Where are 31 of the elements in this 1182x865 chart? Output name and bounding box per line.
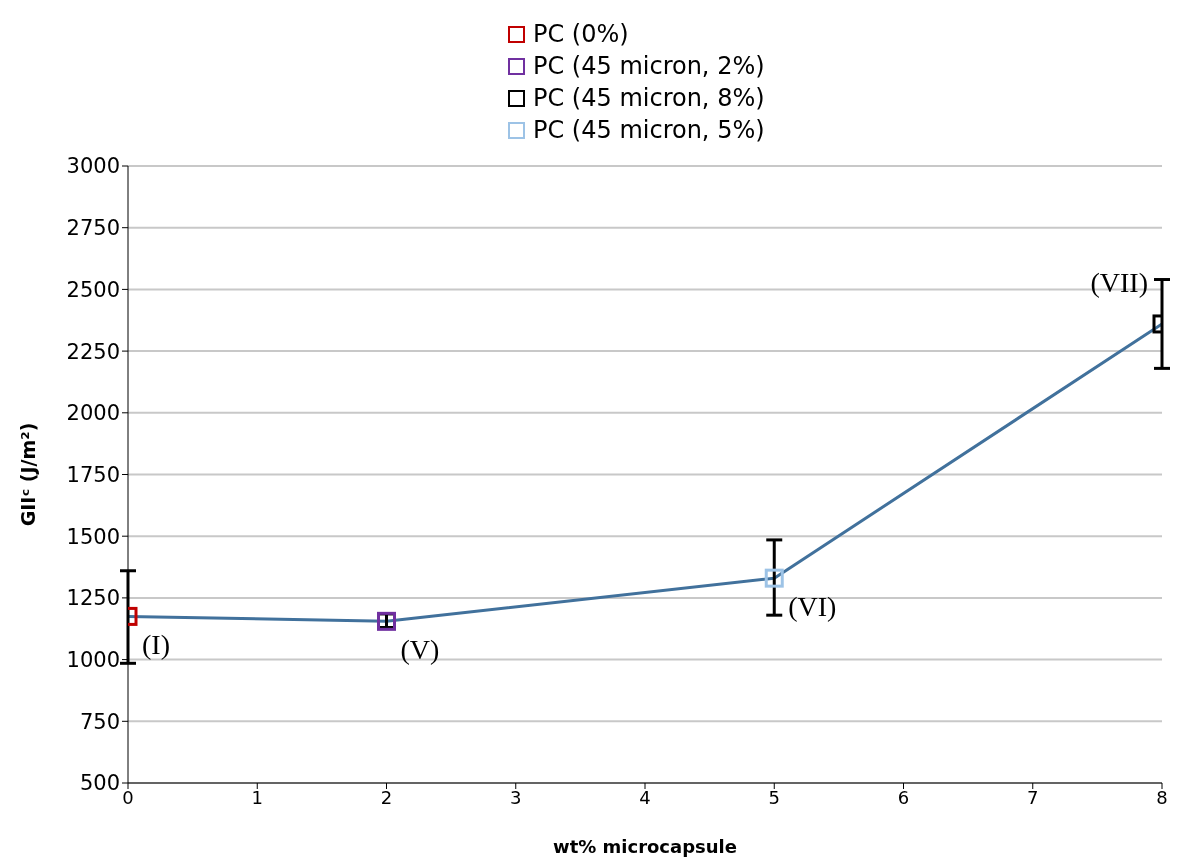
x-tick-label: 2 [380, 786, 393, 808]
annotation: (VII) [1090, 266, 1148, 298]
y-tick-label: 2250 [66, 339, 120, 364]
y-tick-label: 1250 [66, 586, 120, 611]
x-tick-label: 0 [122, 786, 134, 808]
legend-label: PC (45 micron, 8%) [533, 83, 765, 114]
legend-label: PC (0%) [533, 19, 629, 50]
x-tick-label: 8 [1156, 786, 1168, 808]
annotation: (V) [400, 634, 440, 666]
y-tick-label: 1000 [66, 648, 120, 673]
y-tick-label: 1500 [66, 524, 120, 549]
x-tick-label: 6 [897, 786, 910, 808]
legend-label: PC (45 micron, 2%) [533, 51, 765, 82]
x-axis-title: wt% microcapsule [553, 836, 737, 857]
annotation: (VI) [788, 591, 837, 623]
y-axis-title: GIIᶜ (J/m²) [16, 422, 39, 527]
x-tick-label: 3 [510, 786, 522, 808]
y-tick-label: 750 [79, 709, 120, 734]
y-tick-label: 500 [79, 771, 120, 796]
y-tick-label: 2500 [66, 277, 120, 302]
x-tick-label: 1 [251, 786, 263, 808]
y-tick-label: 1750 [66, 462, 120, 487]
x-tick-label: 7 [1027, 786, 1039, 808]
annotation: (I) [142, 629, 170, 661]
x-tick-label: 5 [768, 786, 780, 808]
x-tick-label: 4 [639, 786, 651, 808]
point [764, 568, 784, 588]
y-tick-label: 2000 [66, 401, 120, 426]
legend-label: PC (45 micron, 5%) [533, 115, 765, 146]
y-tick-label: 3000 [66, 154, 120, 179]
y-tick-label: 2750 [66, 216, 120, 241]
